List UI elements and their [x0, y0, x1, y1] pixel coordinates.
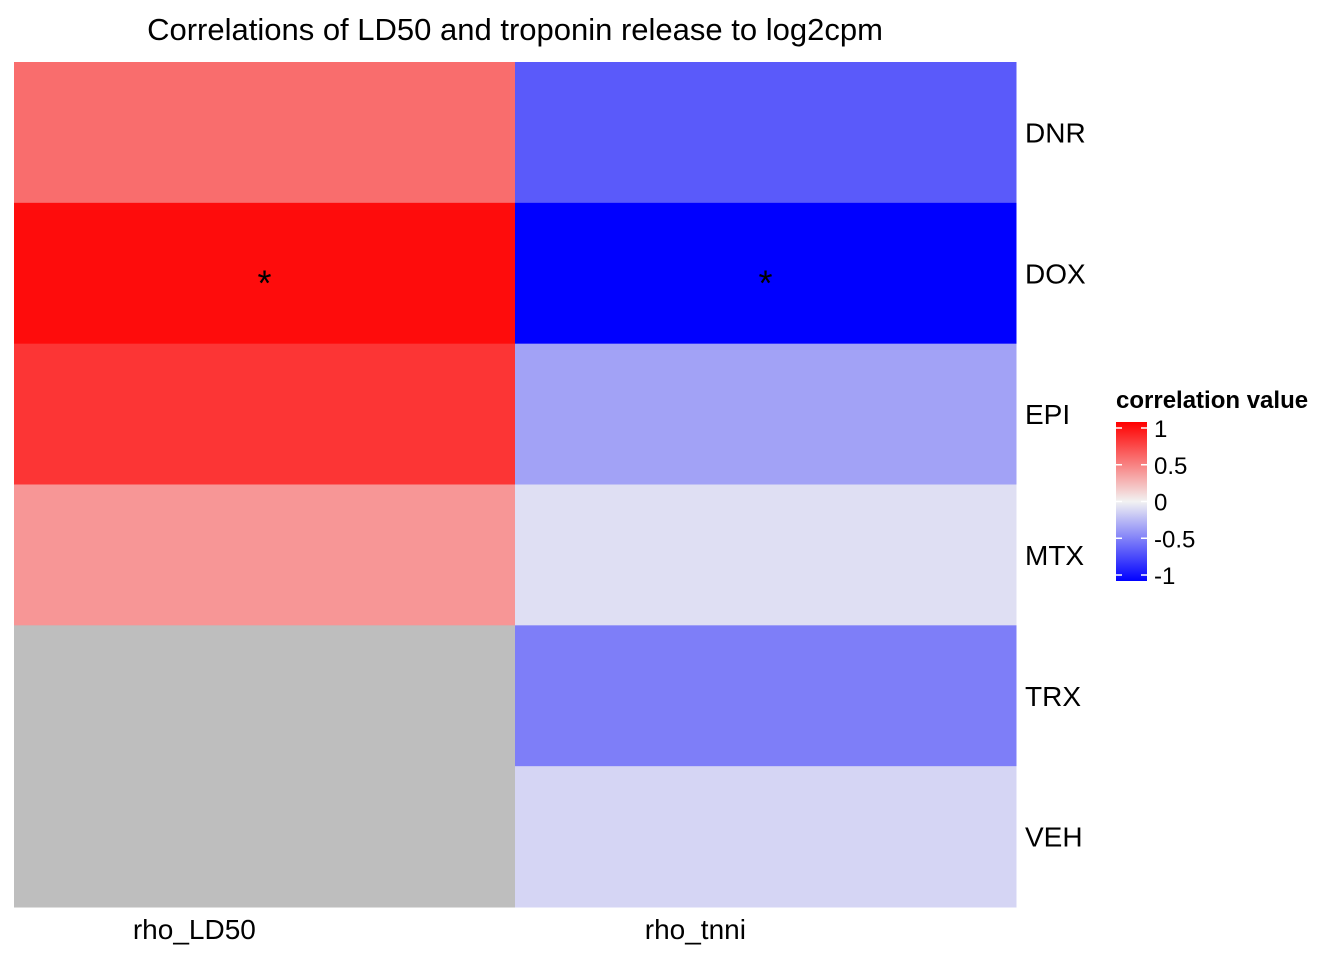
- heatmap-cell-veh-rho-tnni: [515, 766, 1017, 908]
- heatmap-cell-dox-rho-ld50: [14, 202, 516, 345]
- heatmap-cell-trx-rho-tnni: [515, 625, 1017, 767]
- row-label-epi: EPI: [1025, 399, 1070, 430]
- color-legend: correlation value 1 0.5 0 -0.5 -1: [1116, 387, 1308, 590]
- significance-marker-dox-rho-ld50: *: [257, 262, 271, 303]
- legend-tick-label: 0: [1154, 490, 1167, 517]
- significance-annotations: * *: [257, 262, 772, 303]
- row-label-veh: VEH: [1025, 822, 1083, 853]
- heatmap-cells: [14, 62, 1017, 908]
- row-label-dox: DOX: [1025, 258, 1086, 289]
- row-label-mtx: MTX: [1025, 540, 1084, 571]
- legend-tick-label: -0.5: [1154, 526, 1195, 553]
- column-label-rho-tnni: rho_tnni: [645, 914, 746, 945]
- legend-ticks: 1 0.5 0 -0.5 -1: [1116, 416, 1195, 590]
- heatmap-cell-epi-rho-ld50: [14, 343, 516, 485]
- significance-marker-dox-rho-tnni: *: [758, 262, 772, 303]
- legend-tick-label: 1: [1154, 416, 1167, 443]
- row-label-dnr: DNR: [1025, 117, 1086, 148]
- heatmap-cell-dnr-rho-tnni: [515, 62, 1017, 204]
- legend-title: correlation value: [1116, 387, 1308, 414]
- heatmap-cell-dox-rho-tnni: [515, 202, 1017, 345]
- row-labels: DNR DOX EPI MTX TRX VEH: [1025, 117, 1086, 852]
- heatmap-cell-trx-rho-ld50: [14, 625, 516, 908]
- heatmap-cell-mtx-rho-ld50: [14, 484, 516, 626]
- column-label-rho-ld50: rho_LD50: [133, 914, 256, 945]
- column-labels: rho_LD50 rho_tnni: [133, 914, 746, 945]
- legend-tick-label: -1: [1154, 563, 1175, 590]
- legend-tick-label: 0.5: [1154, 453, 1187, 480]
- heatmap-cell-dnr-rho-ld50: [14, 62, 516, 204]
- row-label-trx: TRX: [1025, 681, 1081, 712]
- heatmap-cell-mtx-rho-tnni: [515, 484, 1017, 626]
- chart-title: Correlations of LD50 and troponin releas…: [147, 12, 883, 47]
- heatmap-cell-epi-rho-tnni: [515, 343, 1017, 485]
